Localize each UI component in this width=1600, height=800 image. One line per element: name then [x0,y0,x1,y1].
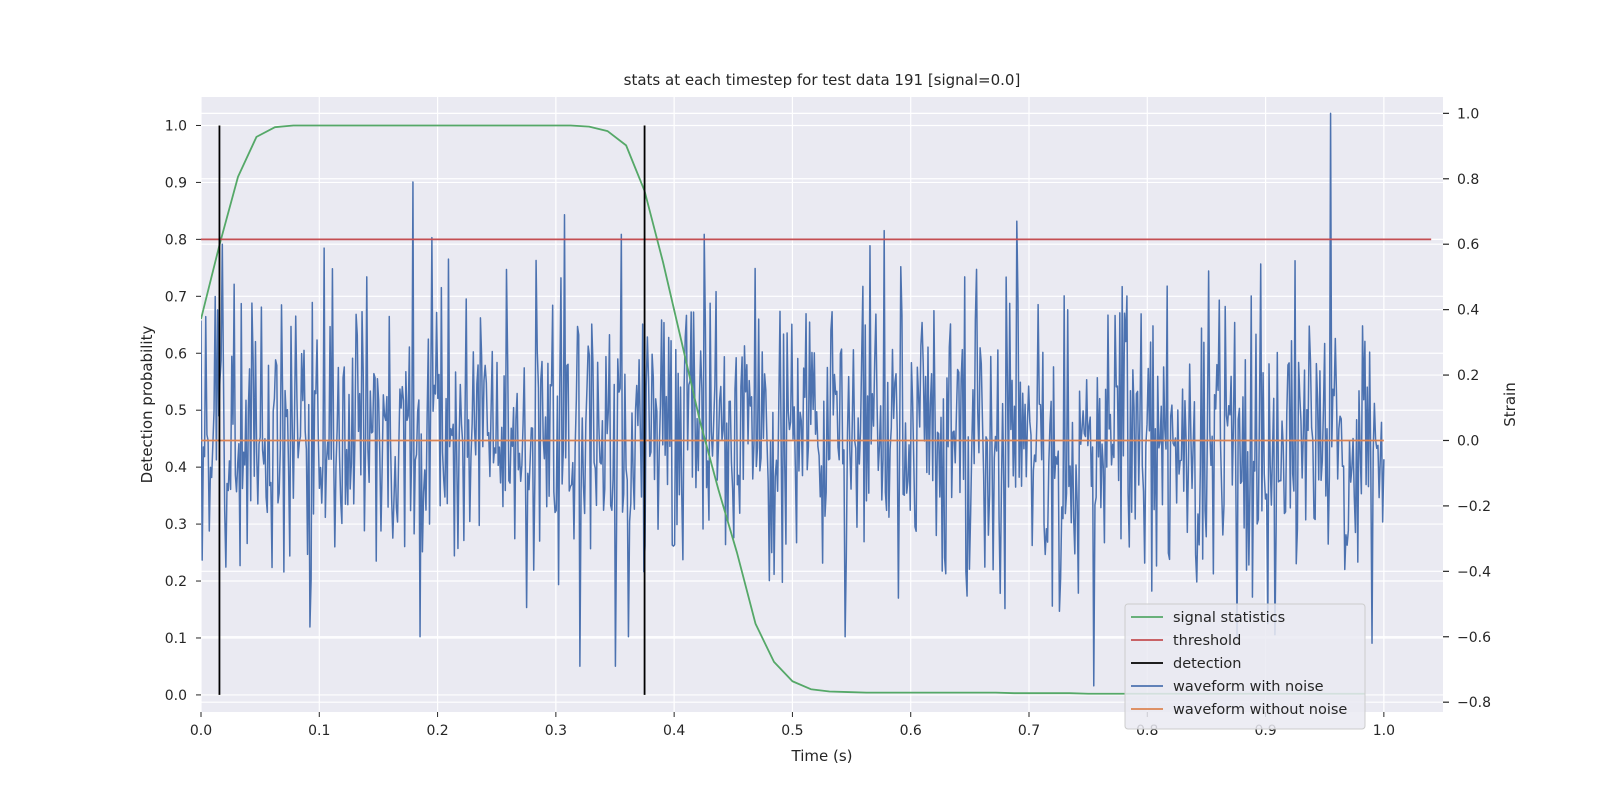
y-tick-label: 0.3 [165,517,187,533]
y-tick-label: 0.9 [165,175,187,191]
y-tick-label: 0.2 [165,574,187,590]
chart-title: stats at each timestep for test data 191… [624,71,1021,89]
x-tick-label: 0.3 [545,723,567,739]
y-tick-label: 0.6 [165,346,187,362]
x-tick-label: 0.4 [663,723,685,739]
axes: 0.0 0.1 0.2 0.3 0.4 0.5 0.6 0.7 0.8 0.9 1.0 0.0 0.1 0… [165,106,1491,739]
legend-label: waveform with noise [1173,679,1324,695]
y-tick-label: 0.4 [165,460,187,476]
y-tick-label: 0.8 [165,232,187,248]
y2-axis-label: Strain [1501,382,1519,426]
y2-tick-label: 0.4 [1457,303,1479,319]
legend-label: waveform without noise [1173,702,1347,718]
x-tick-label: 0.7 [1018,723,1040,739]
x-tick-label: 0.6 [900,723,922,739]
y-axis-label: Detection probability [138,326,156,484]
y2-tick-label: 0.2 [1457,368,1479,384]
y2-tick-label: 0.8 [1457,172,1479,188]
y2-tick-label: −0.8 [1457,695,1491,711]
x-tick-label: 1.0 [1373,723,1395,739]
y-tick-label: 0.5 [165,403,187,419]
y2-tick-label: 0.6 [1457,237,1479,253]
y2-tick-label: −0.4 [1457,564,1491,580]
x-axis-label: Time (s) [791,747,853,765]
x-tick-label: 0.1 [308,723,330,739]
x-tick-label: 0.5 [781,723,803,739]
y2-tick-label: 1.0 [1457,106,1479,122]
legend-box [1124,603,1366,730]
y-tick-label: 0.1 [165,631,187,647]
y-tick-label: 0.7 [165,289,187,305]
y2-tick-label: 0.0 [1457,433,1479,449]
y2-tick-label: −0.6 [1457,630,1491,646]
y2-tick-label: −0.2 [1457,499,1491,515]
legend-label: detection [1173,656,1241,672]
x-tick-label: 0.0 [190,723,212,739]
legend: signal statistics threshold detection wavef… [1124,603,1366,730]
y-tick-label: 0.0 [165,688,187,704]
series-waveform-with-noise [201,112,1385,687]
y-tick-label: 1.0 [165,118,187,134]
legend-label: signal statistics [1173,610,1285,626]
x-tick-label: 0.2 [426,723,448,739]
legend-label: threshold [1173,633,1241,649]
